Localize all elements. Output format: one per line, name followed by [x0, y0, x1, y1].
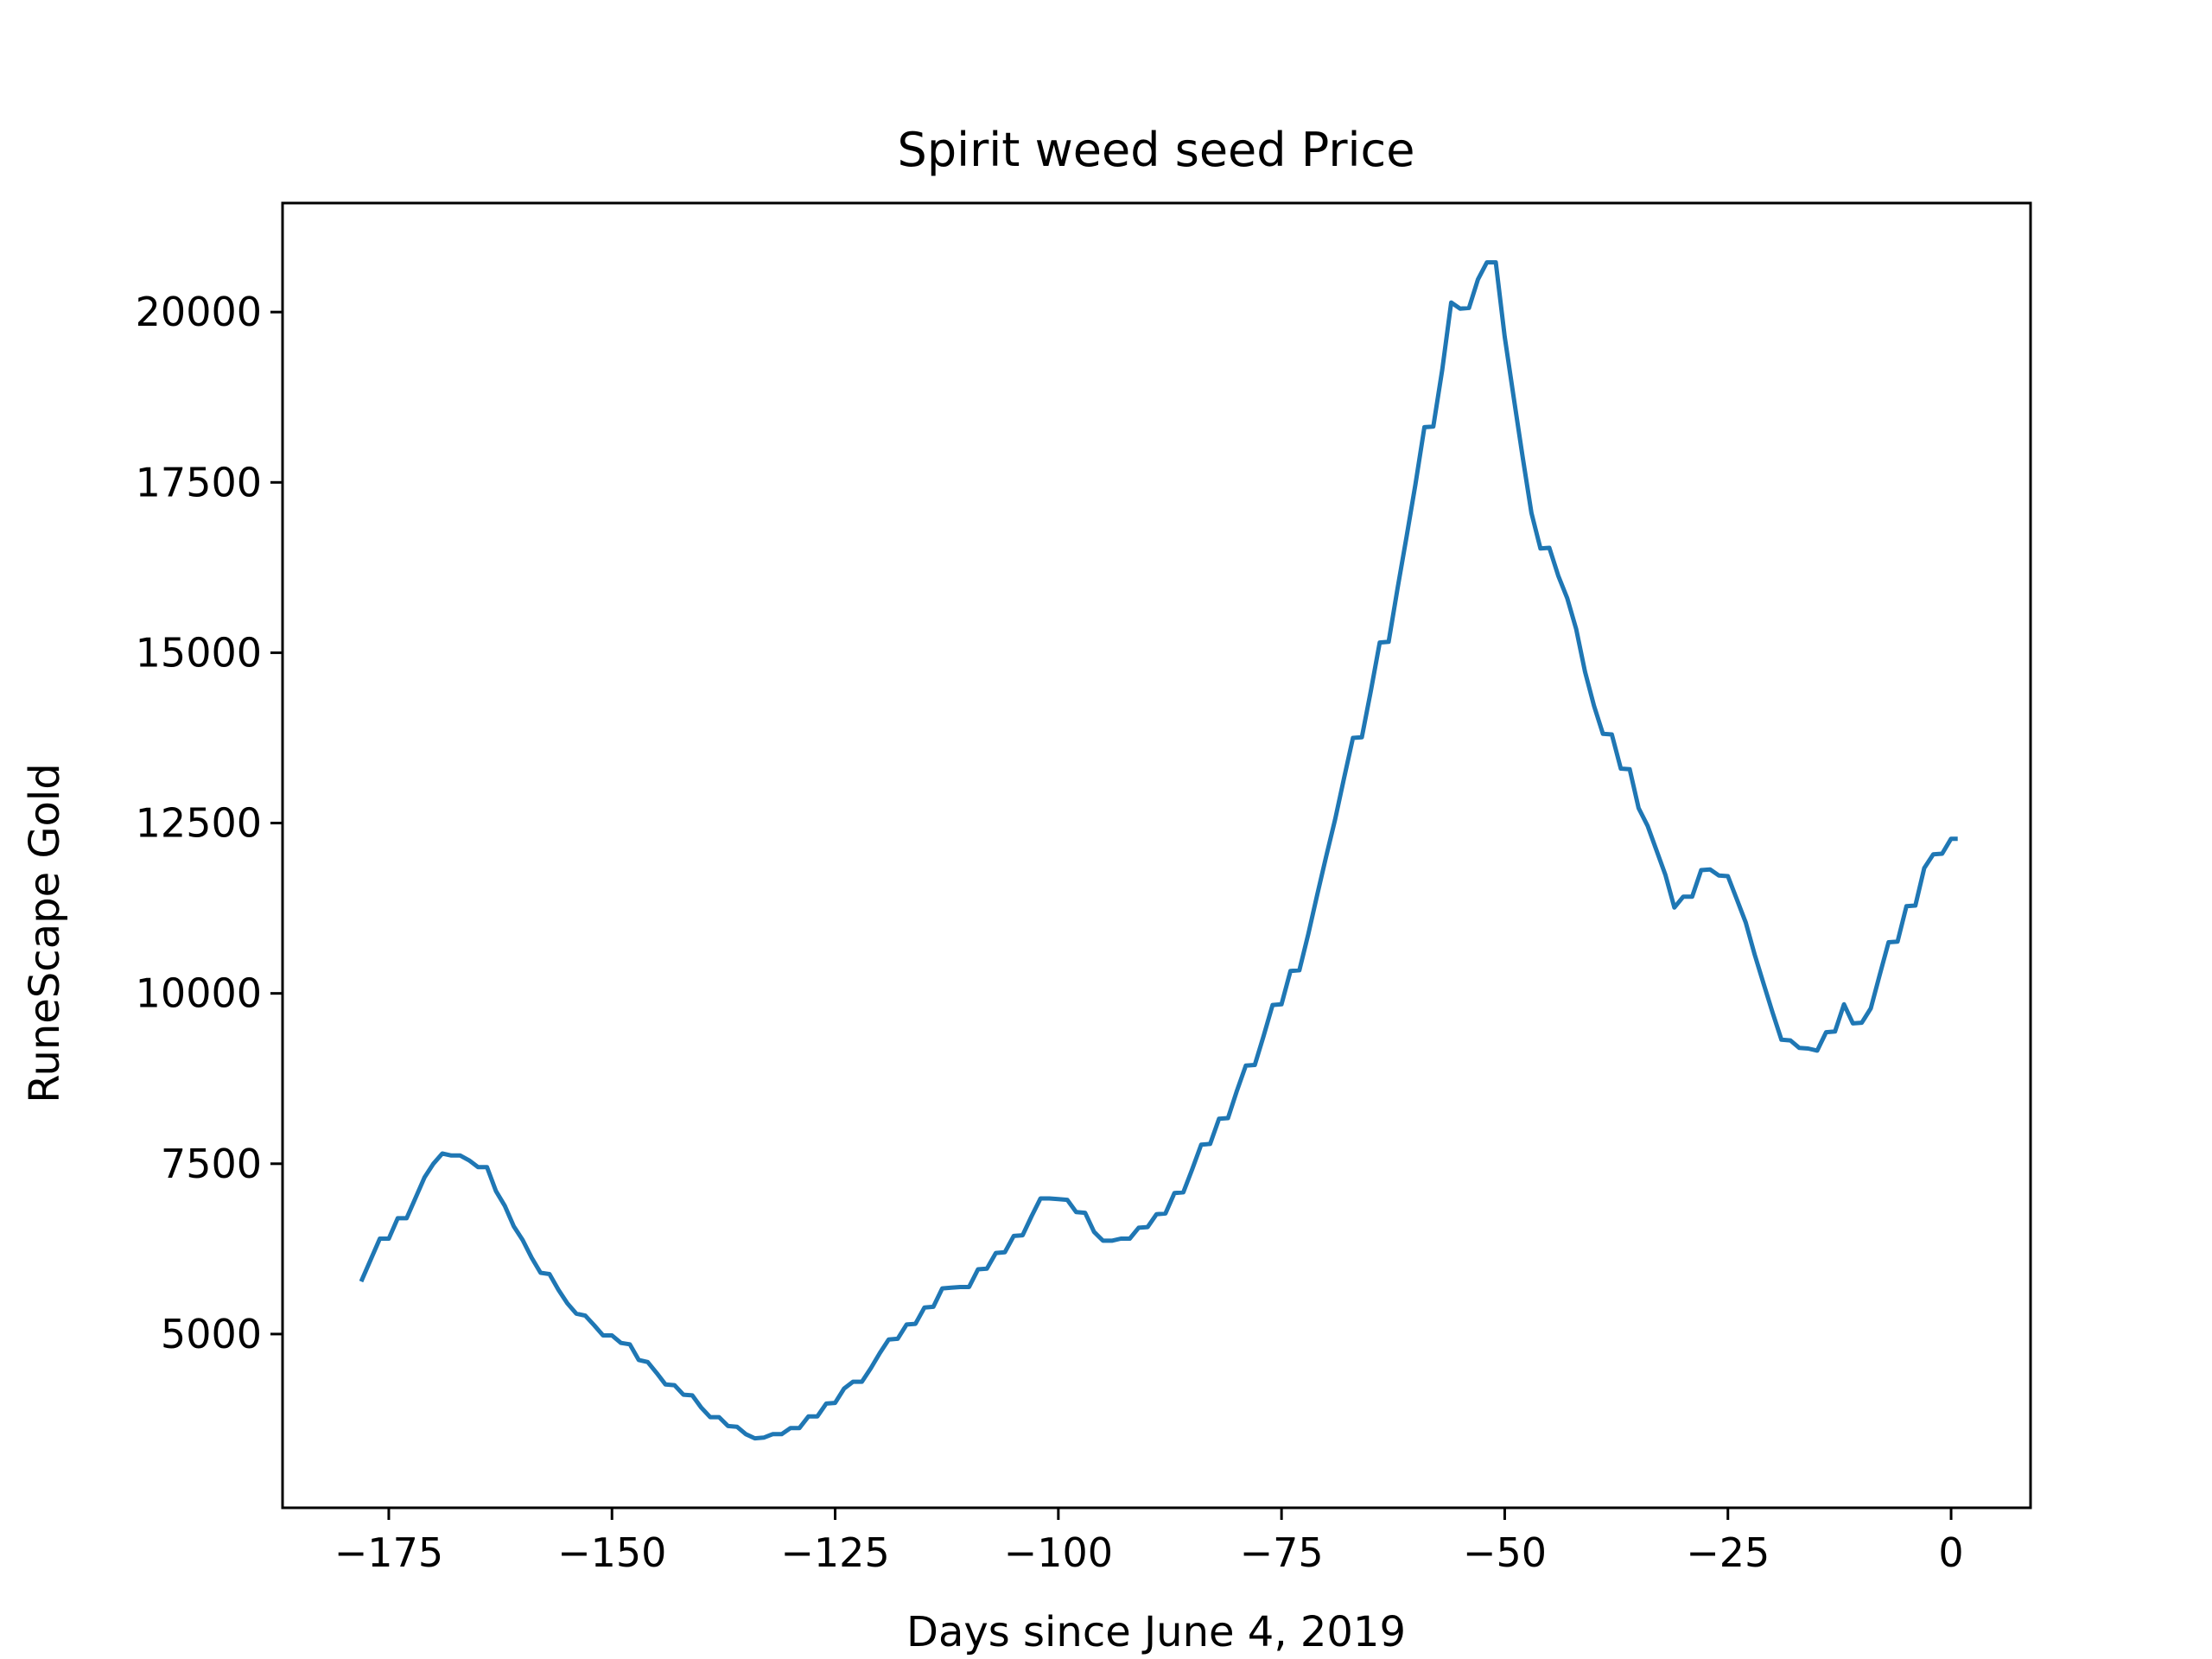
x-tick-label: −25	[1686, 1529, 1770, 1576]
plot-area	[359, 260, 1958, 1441]
axes-frame	[281, 201, 2032, 1510]
x-tick-label: −100	[1004, 1529, 1113, 1576]
price-series-line	[359, 260, 1958, 1441]
chart-title: Spirit weed seed Price	[898, 123, 1415, 177]
y-tick-label: 12500	[136, 800, 262, 847]
y-tick-label: 5000	[161, 1311, 262, 1357]
y-tick-label: 7500	[161, 1141, 262, 1187]
x-tick-label: 0	[1938, 1529, 1963, 1576]
x-tick-label: −150	[557, 1529, 666, 1576]
x-tick-label: −175	[334, 1529, 443, 1576]
y-tick-label: 17500	[136, 459, 262, 505]
x-tick-label: −125	[780, 1529, 889, 1576]
x-axis-label: Days since June 4, 2019	[906, 1608, 1406, 1656]
y-axis: 5000 7500 10000 12500 15000 17500 20000	[136, 289, 283, 1357]
x-tick-label: −50	[1463, 1529, 1547, 1576]
x-tick-label: −75	[1240, 1529, 1324, 1576]
y-tick-label: 10000	[136, 970, 262, 1017]
x-axis: −175 −150 −125 −100 −75 −50 −25 0	[334, 1508, 1964, 1576]
y-tick-label: 15000	[136, 629, 262, 676]
y-tick-label: 20000	[136, 289, 262, 335]
y-axis-label: RuneScape Gold	[21, 763, 69, 1103]
